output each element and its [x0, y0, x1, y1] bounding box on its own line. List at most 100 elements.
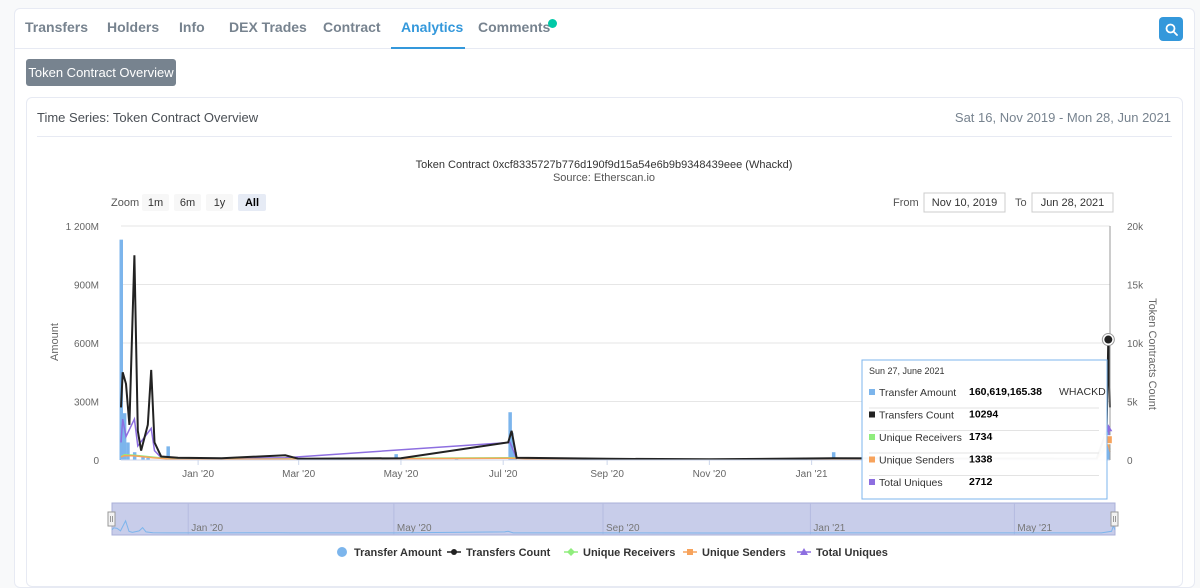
tab-contract[interactable]: Contract: [323, 19, 381, 35]
legend-transfers-count[interactable]: Transfers Count: [447, 547, 551, 559]
y-axis-right-title: Token Contracts Count: [1146, 298, 1158, 410]
tab-bar: Transfers Holders Info DEX Trades Contra…: [15, 9, 1194, 49]
chart-legend: Transfer Amount Transfers Count Unique Rec…: [337, 547, 888, 559]
legend-total-uniques[interactable]: Total Uniques: [797, 547, 888, 559]
to-date-value: Jun 28, 2021: [1041, 197, 1105, 209]
x-tick-label: Nov '20: [693, 469, 727, 480]
x-tick-label: Jan '21: [796, 469, 828, 480]
zoom-label: Zoom: [111, 197, 139, 209]
navigator-right-handle[interactable]: [1110, 511, 1119, 527]
legend-label: Unique Senders: [702, 547, 786, 559]
tooltip-row-label: Unique Senders: [879, 455, 954, 467]
tooltip-swatch: [869, 479, 875, 485]
panel-divider: [37, 136, 1172, 137]
tooltip-swatch: [869, 411, 875, 418]
navigator-ticks: Jan '20 May '20 Sep '20 Jan '21 May '21: [111, 503, 1116, 535]
zoom-button-6m[interactable]: 6m: [174, 194, 201, 211]
transfer-amount-bar: [831, 452, 836, 460]
transfer-amount-bar: [394, 454, 398, 460]
panel-title: Time Series: Token Contract Overview: [37, 110, 259, 125]
transfers-count-marker: [1104, 335, 1113, 344]
y-axis-left-title: Amount: [49, 323, 61, 361]
zoom-button-1m-label: 1m: [148, 197, 163, 209]
chart-navigator[interactable]: Jan '20 May '20 Sep '20 Jan '21 May '21: [107, 502, 1119, 536]
tab-info[interactable]: Info: [179, 19, 205, 35]
tab-transfers[interactable]: Transfers: [25, 19, 89, 35]
tooltip-row-label: Transfer Amount: [879, 387, 956, 399]
to-date-input[interactable]: Jun 28, 2021: [1031, 192, 1114, 213]
tooltip-row-value: 10294: [969, 409, 998, 421]
y-left-tick-label: 600M: [74, 339, 99, 350]
legend-label: Transfer Amount: [354, 547, 442, 559]
tooltip-swatch: [869, 389, 875, 395]
chart-axes: 0 300M 600M 900M 1 200M 0 5k 10k 15k 20k Jan '20 Ma…: [66, 222, 1144, 480]
x-tick-label: Mar '20: [282, 469, 315, 480]
search-button[interactable]: [1159, 17, 1183, 41]
legend-unique-receivers[interactable]: Unique Receivers: [564, 547, 675, 559]
legend-transfer-amount[interactable]: Transfer Amount: [337, 547, 442, 559]
x-tick-label: Jan '20: [182, 469, 214, 480]
legend-label: Transfers Count: [466, 547, 551, 559]
tooltip-row-label: Unique Receivers: [879, 432, 962, 444]
x-tick-label: May '20: [384, 469, 419, 480]
from-label: From: [893, 197, 919, 209]
tooltip-row-value: 1734: [969, 431, 993, 443]
panel-date-range: Sat 16, Nov 2019 - Mon 28, Jun 2021: [954, 110, 1171, 125]
tooltip-row-unit: WHACKD: [1059, 386, 1106, 398]
y-left-tick-label: 0: [93, 456, 99, 467]
navigator-left-handle[interactable]: [107, 511, 116, 527]
tab-holders[interactable]: Holders: [107, 19, 160, 35]
y-right-tick-label: 10k: [1127, 339, 1144, 350]
tooltip-swatch: [869, 434, 875, 440]
tab-comments[interactable]: Comments: [478, 19, 551, 35]
transfer-amount-bar: [141, 456, 145, 460]
tooltip-row-label: Transfers Count: [879, 410, 954, 422]
tab-analytics[interactable]: Analytics: [401, 19, 464, 35]
tab-dex-trades[interactable]: DEX Trades: [229, 19, 307, 35]
token-analytics-card: Transfers Holders Info DEX Trades Contra…: [14, 8, 1195, 588]
hover-markers: [1101, 333, 1115, 445]
y-left-tick-label: 900M: [74, 281, 99, 292]
tooltip-date: Sun 27, June 2021: [869, 366, 945, 376]
transfer-amount-bar: [166, 446, 170, 460]
from-date-input[interactable]: Nov 10, 2019: [923, 192, 1006, 213]
zoom-button-1m[interactable]: 1m: [142, 194, 169, 211]
search-icon: [1165, 23, 1178, 36]
transfer-amount-bar: [146, 458, 150, 460]
chart-title: Token Contract 0xcf8335727b776d190f9d15a…: [416, 159, 793, 171]
legend-symbol-marker: [800, 548, 808, 555]
zoom-button-all[interactable]: All: [238, 194, 266, 211]
chart-tooltip: Sun 27, June 2021 Transfer Amount 160,619…: [861, 359, 1108, 500]
y-left-tick-label: 1 200M: [66, 222, 99, 233]
from-date-value: Nov 10, 2019: [932, 197, 997, 209]
y-right-tick-label: 20k: [1127, 222, 1144, 233]
tooltip-row-value: 1338: [969, 454, 993, 466]
legend-symbol-marker: [451, 549, 457, 555]
navigator-tick-label: Jan '21: [813, 523, 845, 534]
token-contract-overview-button[interactable]: Token Contract Overview: [26, 59, 176, 86]
legend-symbol-marker: [567, 548, 575, 556]
legend-symbol-marker: [687, 549, 693, 555]
new-comments-dot: [548, 19, 557, 28]
time-series-panel: Time Series: Token Contract Overview Sat…: [26, 97, 1183, 587]
transfers-count-line: [120, 255, 1111, 461]
tooltip-row-label: Total Uniques: [879, 477, 943, 489]
x-tick-label: Jul '20: [489, 469, 518, 480]
legend-unique-senders[interactable]: Unique Senders: [683, 547, 786, 559]
transfer-amount-bar: [122, 413, 127, 460]
y-right-tick-label: 5k: [1127, 398, 1139, 409]
navigator-tick-label: May '21: [1017, 523, 1052, 534]
legend-label: Unique Receivers: [583, 547, 675, 559]
y-right-tick-label: 0: [1127, 456, 1133, 467]
zoom-button-6m-label: 6m: [180, 197, 195, 209]
zoom-button-all-label: All: [245, 197, 259, 209]
navigator-tick-label: Sep '20: [606, 523, 640, 534]
y-left-tick-label: 300M: [74, 398, 99, 409]
navigator-series-line: [111, 519, 1116, 534]
navigator-tick-label: Jan '20: [191, 523, 223, 534]
transfer-amount-bar: [119, 239, 123, 460]
legend-symbol: [337, 547, 347, 557]
zoom-button-1y[interactable]: 1y: [206, 194, 233, 211]
x-tick-label: Sep '20: [590, 469, 624, 480]
tooltip-swatch: [869, 456, 875, 463]
